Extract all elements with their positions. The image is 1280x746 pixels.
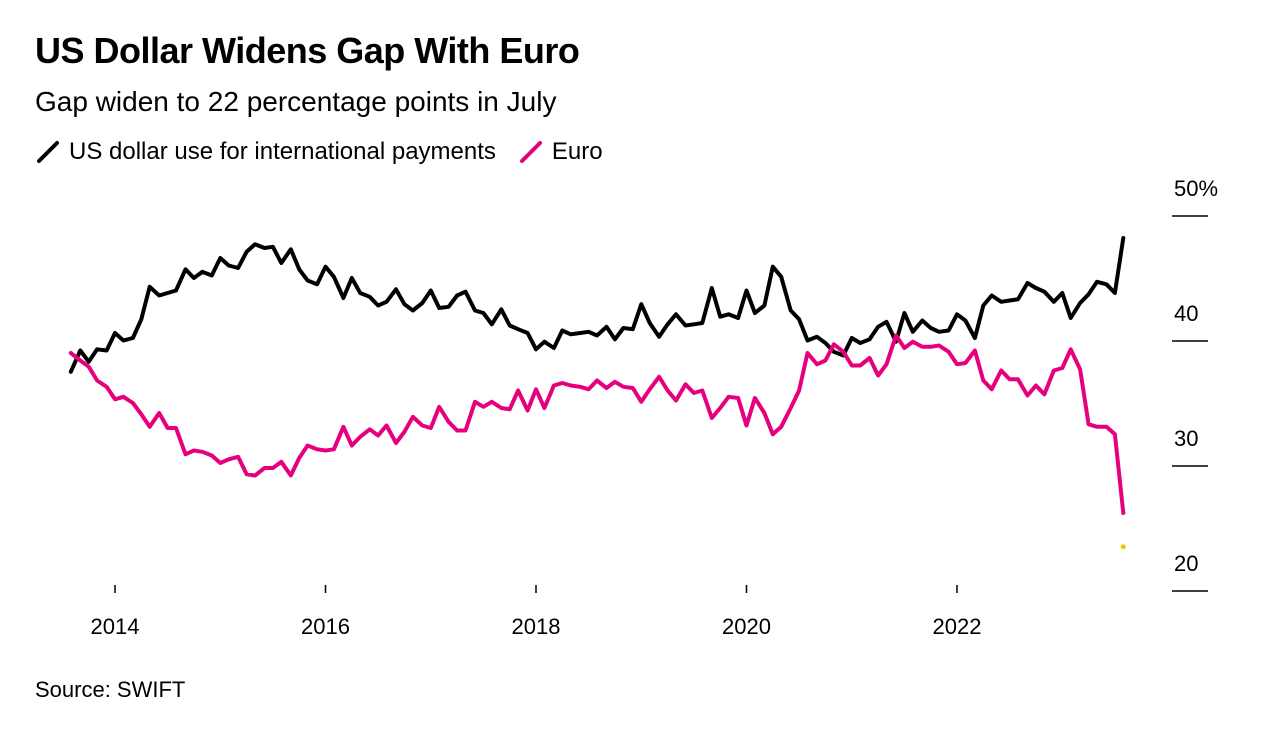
annotation-dot-0 (1120, 544, 1126, 550)
x-tick-label-3: 2020 (722, 614, 771, 639)
y-tick-label-2: 30 (1174, 426, 1198, 451)
legend-swatch-usd (37, 141, 59, 163)
x-tick-label-1: 2016 (301, 614, 350, 639)
chart-title: US Dollar Widens Gap With Euro (35, 30, 580, 71)
legend-label-usd: US dollar use for international payments (69, 138, 496, 165)
series-line-euro (68, 333, 1126, 515)
legend-item-usd: US dollar use for international payments (35, 138, 496, 166)
y-tick-label-1: 40 (1174, 301, 1198, 326)
series-line-usd (68, 236, 1126, 374)
y-tick-label-3: 20 (1174, 551, 1198, 576)
legend-label-euro: Euro (551, 138, 603, 165)
legend: US dollar use for international payments… (35, 138, 625, 166)
legend-item-euro: Euro (518, 138, 603, 166)
x-tick-label-0: 2014 (91, 614, 140, 639)
y-tick-label-0: 50% (1174, 176, 1218, 201)
legend-swatch-euro (519, 141, 542, 163)
x-tick-label-4: 2022 (933, 614, 982, 639)
source-note: Source: SWIFT (35, 677, 186, 702)
x-tick-label-2: 2018 (512, 614, 561, 639)
chart-subtitle: Gap widen to 22 percentage points in Jul… (35, 86, 557, 117)
